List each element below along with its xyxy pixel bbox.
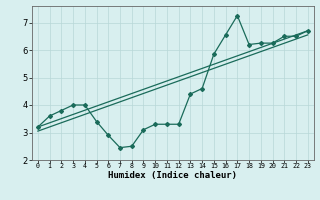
X-axis label: Humidex (Indice chaleur): Humidex (Indice chaleur) bbox=[108, 171, 237, 180]
